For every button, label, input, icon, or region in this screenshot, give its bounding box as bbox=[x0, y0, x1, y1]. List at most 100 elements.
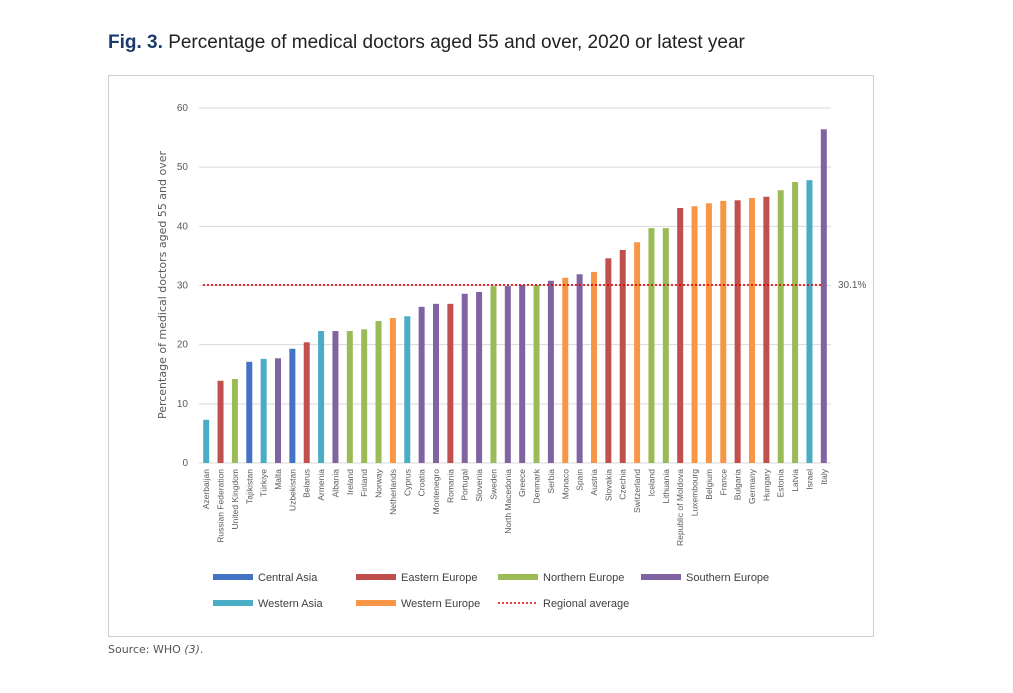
legend-label: Western Europe bbox=[401, 598, 480, 610]
bar bbox=[720, 200, 727, 463]
x-tick-label: Bulgaria bbox=[733, 469, 743, 500]
bar bbox=[777, 190, 784, 463]
bar bbox=[490, 286, 497, 463]
bar bbox=[318, 331, 325, 463]
bar bbox=[447, 303, 454, 463]
legend-label: Northern Europe bbox=[543, 572, 624, 584]
y-tick-label: 20 bbox=[177, 340, 189, 351]
x-tick-label: Hungary bbox=[761, 468, 771, 501]
bar bbox=[648, 228, 655, 463]
x-tick-label: Switzerland bbox=[632, 469, 642, 513]
bar bbox=[619, 250, 626, 463]
x-tick-label: Serbia bbox=[546, 469, 556, 494]
y-tick-label: 60 bbox=[177, 103, 189, 114]
chart-frame bbox=[108, 75, 874, 637]
x-tick-label: Germany bbox=[747, 468, 757, 504]
figure-caption: Percentage of medical doctors aged 55 an… bbox=[168, 32, 745, 53]
x-tick-label: Luxembourg bbox=[690, 469, 700, 517]
x-tick-label: Ireland bbox=[345, 469, 355, 495]
x-tick-label: Armenia bbox=[316, 469, 326, 501]
bar bbox=[576, 274, 583, 463]
x-tick-label: Denmark bbox=[532, 468, 542, 503]
x-tick-label: Croatia bbox=[417, 469, 427, 497]
bar bbox=[275, 358, 281, 463]
legend-label: Regional average bbox=[543, 598, 629, 610]
x-tick-label: United Kingdom bbox=[230, 469, 240, 529]
x-tick-label: Norway bbox=[374, 468, 384, 498]
legend-label: Central Asia bbox=[258, 572, 318, 584]
bar bbox=[203, 419, 210, 463]
legend-swatch bbox=[498, 574, 538, 580]
bar bbox=[332, 331, 339, 463]
legend-swatch bbox=[641, 574, 681, 580]
source-ref: (3) bbox=[184, 643, 200, 656]
x-tick-label: Lithuania bbox=[661, 469, 671, 504]
bar bbox=[792, 181, 799, 464]
y-tick-label: 50 bbox=[177, 162, 189, 173]
x-tick-label: Belarus bbox=[302, 469, 312, 498]
bar bbox=[433, 303, 439, 463]
source: Source: WHO (3). bbox=[108, 643, 203, 656]
bar bbox=[303, 342, 310, 463]
x-tick-label: Romania bbox=[445, 469, 455, 503]
legend-swatch bbox=[213, 574, 253, 580]
bar bbox=[418, 306, 425, 463]
x-tick-label: Iceland bbox=[646, 469, 656, 497]
x-tick-label: Monaco bbox=[560, 469, 570, 500]
legend-label: Southern Europe bbox=[686, 572, 769, 584]
x-tick-label: Portugal bbox=[460, 469, 470, 501]
y-axis-label: Percentage of medical doctors aged 55 an… bbox=[156, 150, 169, 419]
y-tick-label: 0 bbox=[182, 458, 188, 469]
bar bbox=[634, 242, 641, 463]
bar bbox=[662, 228, 669, 463]
x-tick-label: Slovenia bbox=[474, 469, 484, 502]
x-tick-label: Spain bbox=[575, 469, 585, 491]
bar bbox=[806, 180, 813, 463]
x-tick-label: Tajikistan bbox=[244, 469, 254, 504]
figure-label: Fig. 3. bbox=[108, 32, 163, 53]
bar bbox=[346, 331, 353, 463]
x-tick-label: Austria bbox=[589, 469, 599, 496]
bar bbox=[504, 286, 511, 463]
bar bbox=[591, 271, 597, 463]
x-tick-label: Russian Federation bbox=[216, 469, 226, 543]
bar bbox=[677, 207, 684, 463]
legend-swatch bbox=[213, 600, 253, 606]
x-tick-label: Czechia bbox=[618, 469, 628, 500]
x-tick-label: Israel bbox=[804, 469, 814, 490]
bar bbox=[691, 206, 698, 463]
bar bbox=[404, 316, 411, 463]
bar bbox=[217, 380, 224, 463]
y-tick-label: 30 bbox=[177, 281, 189, 292]
source-end: . bbox=[199, 643, 204, 656]
bar bbox=[519, 284, 526, 463]
x-tick-label: Malta bbox=[273, 469, 283, 490]
legend-label: Eastern Europe bbox=[401, 572, 477, 584]
x-tick-label: Sweden bbox=[488, 469, 498, 500]
bar bbox=[547, 280, 554, 463]
x-tick-label: Netherlands bbox=[388, 469, 398, 515]
bar bbox=[605, 258, 612, 463]
x-tick-label: Azerbaijan bbox=[201, 469, 211, 509]
x-tick-label: Italy bbox=[819, 468, 829, 484]
bar bbox=[734, 200, 741, 464]
bar bbox=[361, 329, 368, 463]
bar bbox=[749, 197, 755, 463]
x-tick-label: France bbox=[718, 469, 728, 496]
bar bbox=[533, 284, 540, 463]
source-text: Source: WHO bbox=[108, 643, 181, 656]
bar bbox=[461, 293, 468, 463]
bar bbox=[289, 348, 296, 463]
x-tick-label: Albania bbox=[330, 469, 340, 498]
legend-swatch bbox=[356, 600, 396, 606]
x-tick-label: Türkiye bbox=[259, 469, 269, 497]
bar bbox=[389, 318, 396, 463]
bar bbox=[820, 129, 827, 464]
bar bbox=[476, 292, 483, 463]
bar bbox=[231, 378, 238, 463]
bar bbox=[562, 277, 569, 463]
legend-label: Western Asia bbox=[258, 598, 323, 610]
bar bbox=[763, 196, 770, 463]
